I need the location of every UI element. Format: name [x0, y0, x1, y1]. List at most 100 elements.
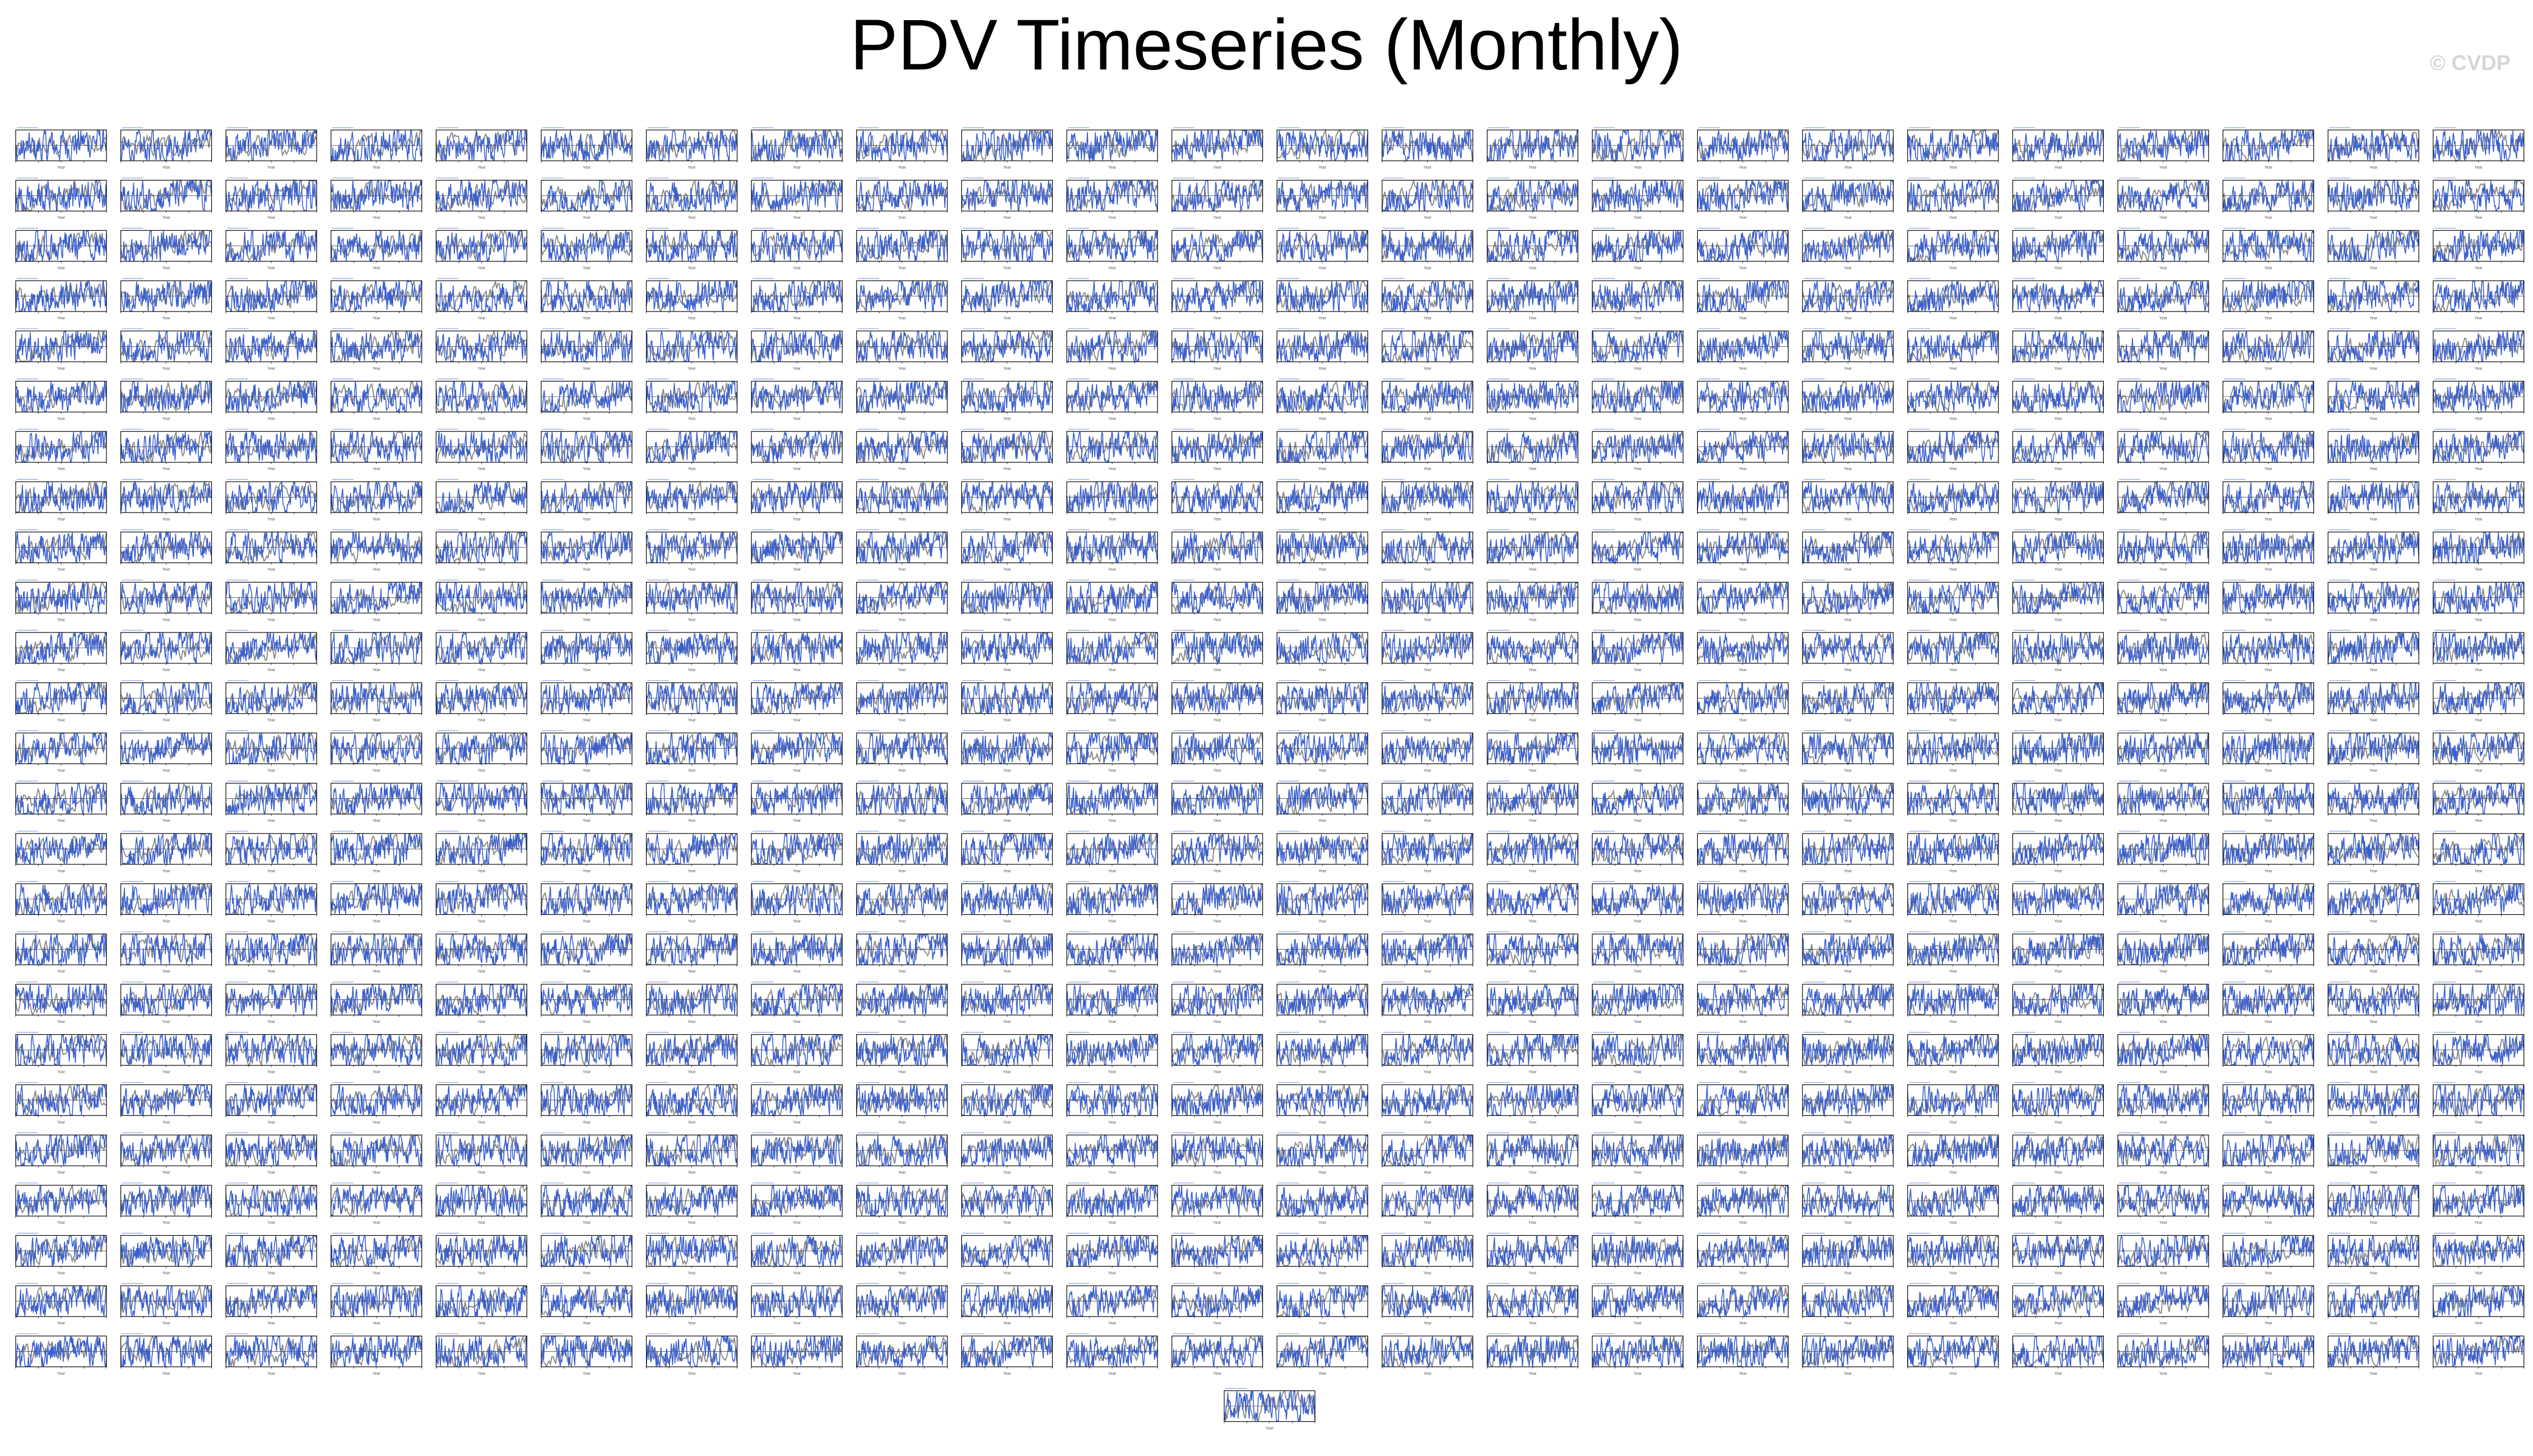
timeseries-line: [120, 933, 212, 965]
timeseries-line: [2433, 783, 2525, 815]
timeseries-panel: Year: [225, 227, 317, 270]
timeseries-line: [1487, 732, 1579, 764]
timeseries-panel: Year: [2222, 780, 2314, 823]
x-axis-label: Year: [2159, 317, 2168, 320]
timeseries-panel: Year: [961, 378, 1053, 421]
timeseries-panel: Year: [1381, 127, 1474, 170]
x-axis-label: Year: [1739, 467, 1747, 471]
x-axis-label: Year: [2369, 417, 2378, 421]
timeseries-line: [1592, 432, 1684, 463]
timeseries-line: [1592, 884, 1684, 915]
timeseries-line: [2117, 130, 2209, 161]
timeseries-line: [15, 280, 107, 313]
spread-line: [2117, 380, 2209, 412]
timeseries-line: [541, 180, 633, 212]
timeseries-line: [645, 481, 738, 512]
x-axis-label: Year: [477, 266, 486, 270]
x-axis-label: Year: [2054, 467, 2062, 471]
x-axis-label: Year: [1003, 216, 1011, 220]
timeseries-panel: Year: [330, 378, 422, 421]
timeseries-panel: Year: [330, 328, 422, 371]
timeseries-panel: Year: [1907, 680, 1999, 723]
timeseries-panel: Year: [751, 127, 843, 170]
x-axis-label: Year: [373, 769, 381, 773]
x-axis-label: Year: [162, 417, 171, 421]
x-axis-label: Year: [1108, 970, 1117, 974]
x-axis-label: Year: [2159, 668, 2168, 672]
timeseries-panel: Year: [2327, 227, 2420, 270]
x-axis-label: Year: [898, 769, 907, 773]
timeseries-line: [1382, 128, 1474, 161]
timeseries-panel: Year: [2222, 529, 2314, 572]
spread-line: [2117, 832, 2209, 866]
x-axis-label: Year: [477, 618, 486, 622]
timeseries-line: [1172, 883, 1263, 915]
spread-line: [2328, 281, 2419, 312]
timeseries-panel: Year: [1171, 328, 1263, 371]
x-axis-label: Year: [1634, 668, 1642, 672]
timeseries-panel: Year: [225, 178, 318, 220]
x-axis-label: Year: [793, 417, 801, 421]
x-axis-label: Year: [2159, 869, 2168, 873]
timeseries-panel: Year: [2432, 378, 2525, 421]
x-axis-label: Year: [1844, 467, 1852, 471]
timeseries-panel: Year: [1592, 429, 1684, 471]
x-axis-label: Year: [2265, 518, 2273, 522]
timeseries-panel: Year: [1486, 479, 1579, 522]
x-axis-label: Year: [162, 266, 171, 270]
timeseries-line: [1697, 581, 1789, 613]
spread-line: [751, 632, 843, 662]
timeseries-line: [645, 381, 738, 412]
timeseries-line: [435, 732, 528, 764]
x-axis-label: Year: [2475, 618, 2483, 622]
x-axis-label: Year: [477, 719, 486, 723]
timeseries-line: [1907, 832, 1999, 865]
x-axis-label: Year: [2369, 518, 2378, 522]
spread-line: [2432, 832, 2525, 864]
timeseries-panel: Year: [1697, 278, 1789, 320]
timeseries-panel: Year: [1066, 178, 1158, 220]
timeseries-line: [1382, 783, 1474, 815]
timeseries-line: [1802, 882, 1894, 915]
timeseries-panel: Year: [1381, 931, 1474, 974]
timeseries-panel: Year: [2222, 831, 2314, 873]
spread-line: [120, 632, 212, 661]
x-axis-label: Year: [162, 518, 171, 522]
timeseries-panel: Year: [645, 881, 738, 924]
timeseries-panel: Year: [1802, 831, 1894, 873]
x-axis-label: Year: [898, 166, 907, 170]
timeseries-panel: Year: [225, 680, 317, 723]
timeseries-line: [1697, 733, 1789, 764]
x-axis-label: Year: [373, 216, 381, 220]
timeseries-line: [1382, 834, 1474, 866]
timeseries-line: [856, 933, 948, 966]
x-axis-label: Year: [2265, 568, 2273, 572]
timeseries-line: [2012, 380, 2104, 412]
x-axis-label: Year: [2369, 568, 2378, 572]
timeseries-line: [1382, 180, 1474, 211]
timeseries-line: [1276, 431, 1368, 464]
timeseries-panel: Year: [225, 931, 318, 974]
timeseries-panel: Year: [2432, 529, 2525, 572]
x-axis-label: Year: [373, 719, 381, 723]
timeseries-line: [1486, 933, 1579, 966]
timeseries-panel: Year: [1381, 227, 1474, 270]
timeseries-line: [1066, 783, 1158, 814]
x-axis-label: Year: [2475, 970, 2483, 974]
timeseries-panel: Year: [1066, 831, 1158, 873]
timeseries-panel: Year: [645, 178, 738, 220]
x-axis-label: Year: [477, 970, 486, 974]
timeseries-line: [751, 632, 843, 664]
timeseries-panel: Year: [2327, 178, 2419, 220]
x-axis-label: Year: [1844, 518, 1852, 522]
timeseries-line: [1697, 381, 1789, 413]
x-axis-label: Year: [267, 719, 276, 723]
x-axis-label: Year: [2475, 869, 2483, 873]
x-axis-label: Year: [2159, 970, 2168, 974]
x-axis-label: Year: [1108, 920, 1117, 924]
x-axis-label: Year: [1844, 719, 1852, 723]
spread-line: [2433, 581, 2525, 613]
timeseries-panel: Year: [15, 479, 107, 522]
x-axis-label: Year: [2475, 819, 2483, 823]
x-axis-label: Year: [1003, 568, 1011, 572]
